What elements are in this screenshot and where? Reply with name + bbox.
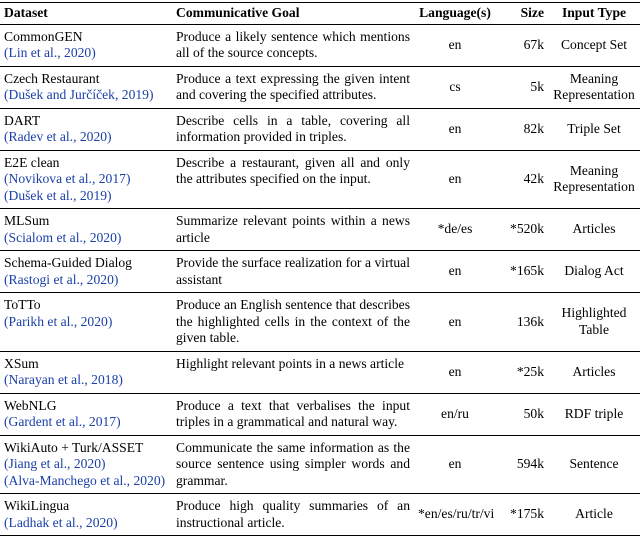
input-type-cell: Article xyxy=(548,493,640,536)
citation: (Dušek et al., 2019) xyxy=(4,187,112,203)
header-cell: Input Type xyxy=(548,2,640,25)
language-cell: en xyxy=(414,435,496,494)
table-row: XSum (Narayan et al., 2018) Highlight rele… xyxy=(0,351,640,394)
header-cell: Communicative Goal xyxy=(172,2,414,25)
dataset-cell: WikiLingua (Ladhak et al., 2020) xyxy=(0,493,172,536)
size-cell: *25k xyxy=(496,351,548,394)
dataset-name: XSum xyxy=(4,355,39,371)
input-type-cell: Dialog Act xyxy=(548,250,640,293)
dataset-cell: XSum (Narayan et al., 2018) xyxy=(0,351,172,394)
goal-cell: Produce an English sentence that describ… xyxy=(172,292,414,352)
table-row: WikiLingua (Ladhak et al., 2020) Produce h… xyxy=(0,493,640,536)
citation: (Jiang et al., 2020) xyxy=(4,456,106,471)
citation: (Parikh et al., 2020) xyxy=(4,313,113,329)
goal-cell: Communicate the same information as the … xyxy=(172,435,414,494)
input-type-cell: Articles xyxy=(548,351,640,394)
citation: (Gardent et al., 2017) xyxy=(4,414,121,429)
goal-cell: Produce a text that verbalises the input… xyxy=(172,393,414,436)
size-cell: 594k xyxy=(496,435,548,494)
language-cell: cs xyxy=(414,66,496,109)
goal-cell: Highlight relevant points in a news arti… xyxy=(172,351,414,394)
dataset-cell: ToTTo (Parikh et al., 2020) xyxy=(0,292,172,352)
size-cell: 42k xyxy=(496,150,548,209)
goal-cell: Provide the surface realization for a vi… xyxy=(172,250,414,293)
citation: (Ladhak et al., 2020) xyxy=(4,514,118,530)
dataset-cell: Schema-Guided Dialog (Rastogi et al., 202… xyxy=(0,250,172,293)
header-cell: Size xyxy=(496,2,548,25)
dataset-name: Schema-Guided Dialog xyxy=(4,255,132,270)
size-cell: *175k xyxy=(496,493,548,536)
dataset-name: CommonGEN xyxy=(4,28,83,44)
goal-cell: Produce a likely sentence which mentions… xyxy=(172,24,414,67)
input-type-cell: Highlighted Table xyxy=(548,292,640,352)
citation: (Dušek and Jurčíček, 2019) xyxy=(4,87,154,102)
size-cell: 50k xyxy=(496,393,548,436)
size-cell: *520k xyxy=(496,208,548,251)
dataset-cell: MLSum (Scialom et al., 2020) xyxy=(0,208,172,251)
datasets-table: Dataset Communicative Goal Language(s) Size… xyxy=(0,2,640,536)
table-row: E2E clean (Novikova et al., 2017) (Dušek e… xyxy=(0,150,640,209)
table-row: Czech Restaurant (Dušek and Jurčíček, 201… xyxy=(0,66,640,109)
language-cell: en xyxy=(414,108,496,151)
citation: (Lin et al., 2020) xyxy=(4,45,96,60)
dataset-cell: DART (Radev et al., 2020) xyxy=(0,108,172,151)
dataset-name: E2E clean xyxy=(4,154,60,170)
citation: (Novikova et al., 2017) xyxy=(4,171,131,186)
language-cell: en/ru xyxy=(414,393,496,436)
size-cell: 136k xyxy=(496,292,548,352)
dataset-name: DART xyxy=(4,112,41,128)
dataset-cell: CommonGEN (Lin et al., 2020) xyxy=(0,24,172,67)
input-type-cell: Concept Set xyxy=(548,24,640,67)
dataset-name: ToTTo xyxy=(4,297,41,312)
table-row: ToTTo (Parikh et al., 2020) Produce an Eng… xyxy=(0,292,640,352)
dataset-name: WikiAuto + Turk/ASSET xyxy=(4,439,144,455)
goal-cell: Describe cells in a table, covering all … xyxy=(172,108,414,151)
header-cell: Dataset xyxy=(0,2,172,25)
table-row: WikiAuto + Turk/ASSET (Jiang et al., 2020… xyxy=(0,435,640,494)
citation: (Radev et al., 2020) xyxy=(4,129,112,144)
language-cell: *de/es xyxy=(414,208,496,251)
goal-cell: Produce high quality summaries of an ins… xyxy=(172,493,414,536)
dataset-cell: WebNLG (Gardent et al., 2017) xyxy=(0,393,172,436)
table-body: CommonGEN (Lin et al., 2020) Produce a lik… xyxy=(0,24,640,536)
language-cell: en xyxy=(414,250,496,293)
table-row: Schema-Guided Dialog (Rastogi et al., 202… xyxy=(0,250,640,293)
header-row: Dataset Communicative Goal Language(s) Size… xyxy=(0,2,640,25)
input-type-cell: Meaning Representation xyxy=(548,66,640,109)
input-type-cell: Meaning Representation xyxy=(548,150,640,209)
language-cell: *en/es/ru/tr/vi xyxy=(414,493,496,536)
goal-cell: Produce a text expressing the given inte… xyxy=(172,66,414,109)
size-cell: 67k xyxy=(496,24,548,67)
size-cell: 5k xyxy=(496,66,548,109)
citation: (Rastogi et al., 2020) xyxy=(4,271,119,287)
table-row: CommonGEN (Lin et al., 2020) Produce a lik… xyxy=(0,24,640,67)
language-cell: en xyxy=(414,24,496,67)
dataset-name: Czech Restaurant xyxy=(4,70,100,86)
citation: (Scialom et al., 2020) xyxy=(4,229,122,245)
table-row: WebNLG (Gardent et al., 2017) Produce a te… xyxy=(0,393,640,436)
goal-cell: Describe a restaurant, given all and onl… xyxy=(172,150,414,209)
table-row: DART (Radev et al., 2020) Describe cells i… xyxy=(0,108,640,151)
language-cell: en xyxy=(414,292,496,352)
input-type-cell: RDF triple xyxy=(548,393,640,436)
citation: (Alva-Manchego et al., 2020) xyxy=(4,472,166,488)
dataset-name: WebNLG xyxy=(4,397,57,413)
input-type-cell: Triple Set xyxy=(548,108,640,151)
input-type-cell: Articles xyxy=(548,208,640,251)
input-type-cell: Sentence xyxy=(548,435,640,494)
goal-cell: Summarize relevant points within a news … xyxy=(172,208,414,251)
size-cell: *165k xyxy=(496,250,548,293)
dataset-name: MLSum xyxy=(4,213,50,228)
size-cell: 82k xyxy=(496,108,548,151)
language-cell: en xyxy=(414,150,496,209)
citation: (Narayan et al., 2018) xyxy=(4,372,123,387)
dataset-cell: WikiAuto + Turk/ASSET (Jiang et al., 2020… xyxy=(0,435,172,494)
header-cell: Language(s) xyxy=(414,2,496,25)
table-row: MLSum (Scialom et al., 2020) Summarize rel… xyxy=(0,208,640,251)
language-cell: en xyxy=(414,351,496,394)
dataset-cell: Czech Restaurant (Dušek and Jurčíček, 201… xyxy=(0,66,172,109)
dataset-name: WikiLingua xyxy=(4,498,70,513)
dataset-cell: E2E clean (Novikova et al., 2017) (Dušek e… xyxy=(0,150,172,209)
